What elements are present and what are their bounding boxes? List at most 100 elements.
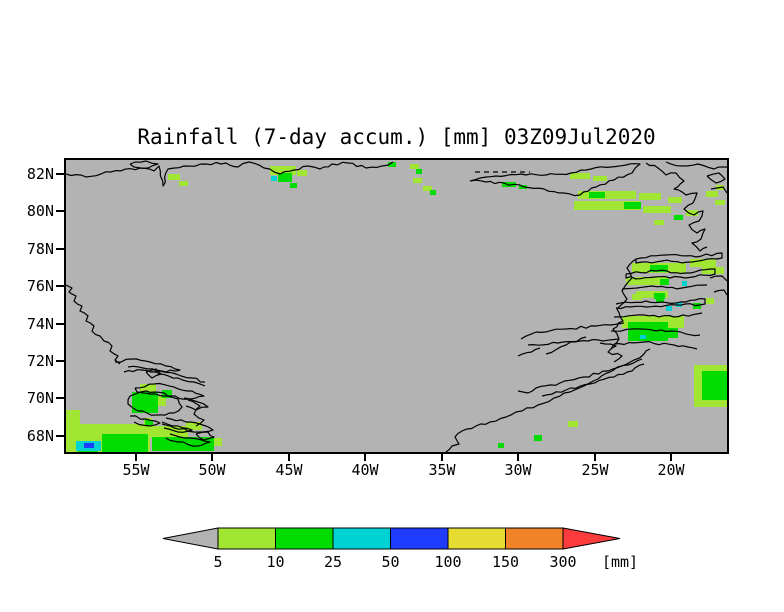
rain-patch bbox=[650, 265, 668, 272]
lat-tick-mark bbox=[56, 210, 64, 212]
colorbar-legend: 5 10 25 50 100 150 300 [mm] bbox=[162, 527, 638, 571]
colorbar-segment bbox=[447, 527, 506, 550]
coastline-path bbox=[706, 172, 726, 184]
coastline-path bbox=[615, 298, 706, 310]
lon-tick-label: 35W bbox=[428, 461, 456, 479]
rain-patch bbox=[430, 190, 436, 195]
coastline-path bbox=[541, 363, 645, 397]
rain-patch bbox=[626, 277, 668, 285]
coastline-path bbox=[66, 161, 250, 187]
rain-patch bbox=[186, 422, 202, 430]
rain-patch bbox=[654, 220, 664, 225]
rain-patch bbox=[423, 186, 432, 191]
rain-patch bbox=[145, 420, 153, 425]
rain-patch bbox=[674, 215, 683, 220]
coastline-path bbox=[709, 275, 727, 282]
rain-patch bbox=[416, 169, 422, 174]
rain-patch bbox=[715, 200, 725, 205]
lon-tick-label: 45W bbox=[275, 461, 303, 479]
colorbar-tick-label: 25 bbox=[324, 553, 342, 571]
rain-patch bbox=[413, 178, 422, 183]
lon-tick-mark bbox=[441, 454, 443, 461]
coastline-path bbox=[157, 369, 206, 383]
coastline-path bbox=[195, 431, 215, 441]
colorbar-unit-label: [mm] bbox=[602, 553, 638, 571]
rain-patch bbox=[66, 410, 80, 426]
coastline-path bbox=[145, 368, 162, 379]
lon-tick-mark bbox=[288, 454, 290, 461]
lat-tick-mark bbox=[56, 435, 64, 437]
colorbar-above-range-arrow bbox=[562, 527, 621, 550]
lon-tick-label: 40W bbox=[351, 461, 379, 479]
coastline-path bbox=[621, 284, 708, 290]
rain-patch bbox=[152, 437, 214, 451]
rain-patch bbox=[589, 192, 605, 198]
coastline-path bbox=[129, 160, 159, 169]
rain-patch bbox=[643, 206, 671, 213]
colorbar-segment bbox=[505, 527, 564, 550]
coastline-path bbox=[545, 336, 587, 355]
colorbar-segment bbox=[332, 527, 391, 550]
rain-patch bbox=[666, 306, 672, 311]
rain-patch bbox=[624, 202, 641, 209]
rain-patch bbox=[214, 438, 222, 446]
lat-tick-mark bbox=[56, 248, 64, 250]
coastline-path bbox=[710, 186, 727, 194]
map-frame bbox=[64, 158, 729, 454]
rain-patch bbox=[686, 210, 698, 216]
lon-tick-mark bbox=[517, 454, 519, 461]
rain-patch bbox=[628, 322, 668, 341]
rain-patch bbox=[697, 400, 704, 405]
rain-patch bbox=[132, 392, 158, 413]
rain-patch bbox=[502, 182, 516, 187]
colorbar-tick-label: 150 bbox=[492, 553, 519, 571]
rain-patch bbox=[297, 170, 307, 176]
rain-patch bbox=[578, 191, 636, 199]
lat-tick-label: 68N bbox=[26, 427, 54, 445]
coastline-path bbox=[610, 258, 637, 350]
rain-patch bbox=[290, 183, 297, 188]
rain-patch bbox=[702, 371, 727, 400]
rain-patch bbox=[690, 259, 716, 267]
colorbar-tick-label: 5 bbox=[213, 553, 222, 571]
rain-patch bbox=[662, 328, 678, 338]
rain-patch bbox=[660, 279, 669, 285]
rain-patch bbox=[498, 443, 504, 448]
coastline-path bbox=[517, 347, 541, 357]
coastline-path bbox=[535, 322, 625, 333]
rain-patch bbox=[632, 294, 642, 300]
lat-tick-mark bbox=[56, 397, 64, 399]
lon-tick-mark bbox=[594, 454, 596, 461]
lon-tick-mark bbox=[211, 454, 213, 461]
lat-tick-mark bbox=[56, 323, 64, 325]
rain-patch bbox=[574, 201, 640, 210]
lon-tick-mark bbox=[670, 454, 672, 461]
lon-tick-label: 25W bbox=[581, 461, 609, 479]
coastline-path bbox=[613, 312, 703, 318]
greenland-rainfall-map bbox=[66, 160, 727, 452]
rain-patch bbox=[568, 421, 578, 427]
colorbar-segment bbox=[217, 527, 276, 550]
rain-patch bbox=[102, 434, 148, 452]
coastline-path bbox=[665, 161, 727, 170]
rain-patch bbox=[534, 435, 542, 441]
coastline-path bbox=[469, 163, 641, 197]
coastline-path bbox=[161, 421, 193, 433]
coastline-path bbox=[134, 382, 205, 400]
coastline-path bbox=[248, 161, 394, 175]
colorbar-tick-label: 100 bbox=[434, 553, 461, 571]
colorbar-below-range-arrow bbox=[162, 527, 219, 550]
rain-patch bbox=[593, 176, 607, 181]
lat-tick-label: 72N bbox=[26, 352, 54, 370]
coastline-path bbox=[445, 348, 651, 452]
coastline-path bbox=[599, 342, 623, 363]
rain-patch bbox=[278, 173, 292, 182]
rain-patch bbox=[271, 176, 277, 181]
lat-tick-label: 74N bbox=[26, 315, 54, 333]
lon-tick-label: 20W bbox=[657, 461, 685, 479]
lat-tick-label: 76N bbox=[26, 277, 54, 295]
rain-patch bbox=[270, 166, 296, 175]
coastline-path bbox=[625, 268, 716, 280]
coastline-path bbox=[66, 284, 121, 365]
rain-patch bbox=[682, 281, 687, 286]
